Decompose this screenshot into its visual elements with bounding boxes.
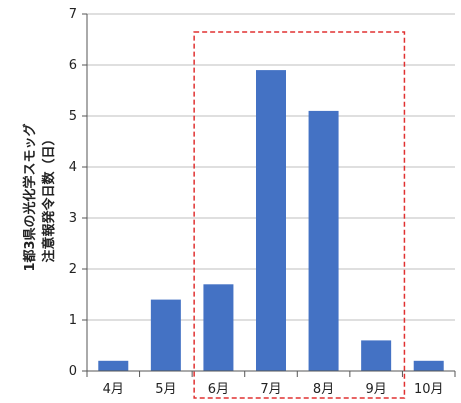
x-tick-label-9月: 9月 [366,382,387,397]
y-tick-label-4: 4 [69,160,77,175]
x-tick-label-4月: 4月 [103,382,124,397]
bar-4月 [98,360,129,371]
y-axis-title: 1都3県の光化学スモッグ 注意報発令日数（日） [22,123,57,271]
y-axis-title-line2: 注意報発令日数（日） [41,132,57,262]
x-tick-label-5月: 5月 [155,382,176,397]
bar-10月 [413,360,444,371]
x-tick-label-7月: 7月 [260,382,281,397]
bar-7月 [256,70,286,371]
bars [98,70,444,372]
bar-5月 [150,299,181,371]
x-tick-labels: 4月 5月 6月 7月 8月 9月 10月 [103,382,444,397]
x-tick-label-8月: 8月 [313,382,334,397]
y-tick-label-6: 6 [69,58,77,73]
y-axis-title-line1: 1都3県の光化学スモッグ [22,123,38,271]
x-tick-label-6月: 6月 [208,382,229,397]
y-tick-labels: 0 1 2 3 4 5 6 7 [69,7,77,379]
y-tick-label-3: 3 [69,211,77,226]
y-tick-label-2: 2 [69,262,77,277]
bar-8月 [308,110,339,372]
bar-9月 [361,340,392,371]
axes [82,13,456,377]
y-tick-label-0: 0 [69,364,77,379]
y-tick-label-7: 7 [69,7,77,22]
highlight-box [193,31,406,399]
y-tick-label-5: 5 [69,109,77,124]
bar-6月 [203,284,234,371]
x-tick-label-10月: 10月 [414,382,444,397]
y-tick-label-1: 1 [69,313,77,328]
